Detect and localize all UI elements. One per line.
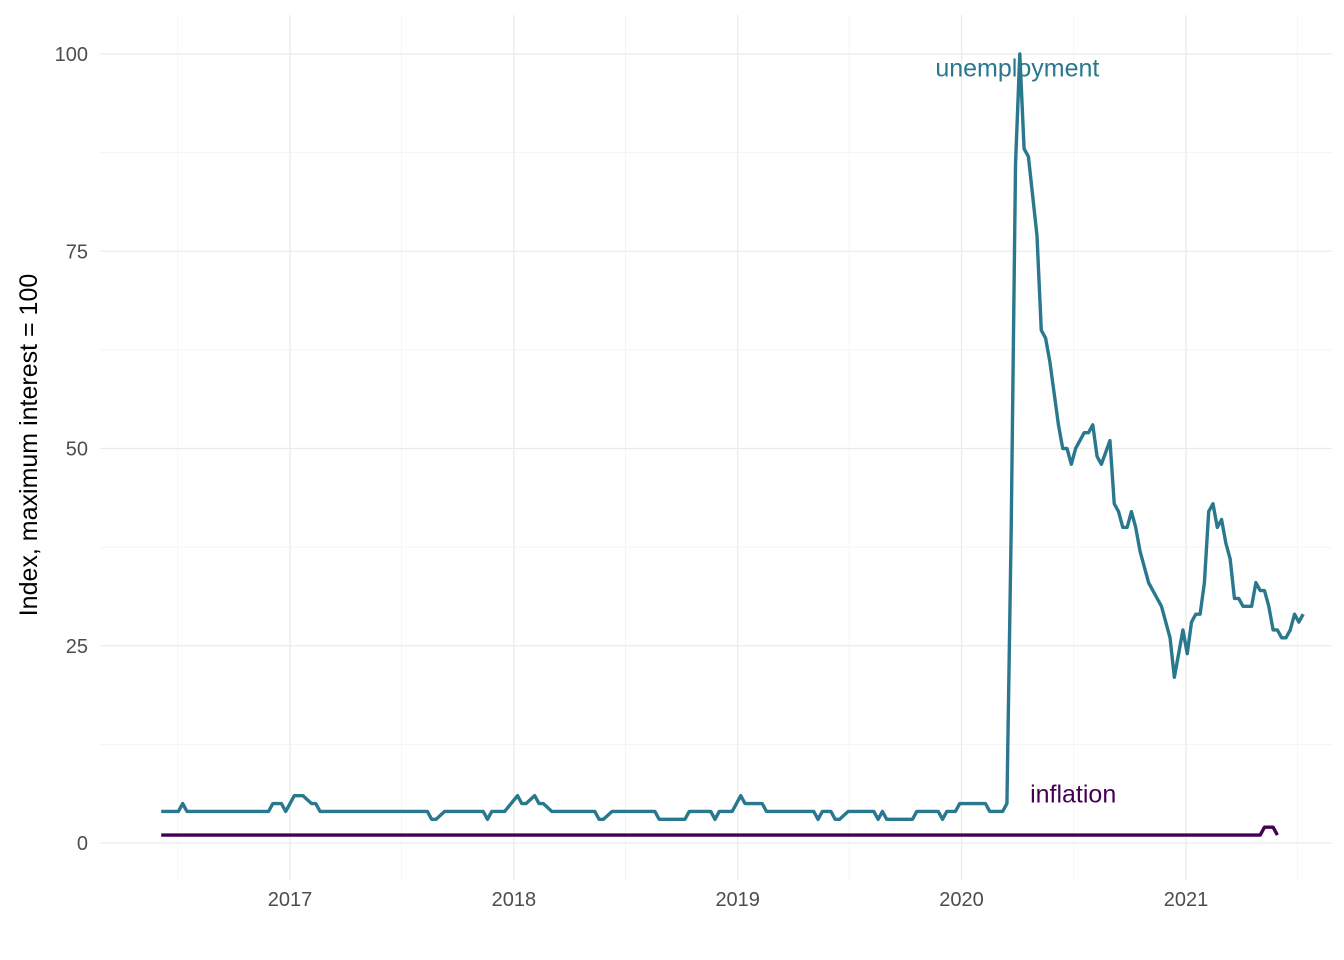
y-axis-label: Index, maximum interest = 100 [15, 274, 43, 617]
series-label-unemployment: unemployment [935, 55, 1099, 83]
y-tick-label: 50 [66, 439, 88, 461]
x-tick-label: 2020 [939, 889, 984, 911]
x-tick-label: 2018 [492, 889, 537, 911]
y-tick-label: 25 [66, 636, 88, 658]
x-tick-label: 2019 [715, 889, 760, 911]
y-tick-label: 100 [55, 44, 88, 66]
series-lines [161, 52, 1305, 837]
x-tick-label: 2017 [268, 889, 313, 911]
y-tick-label: 75 [66, 241, 88, 263]
x-tick-label: 2021 [1164, 889, 1209, 911]
y-tick-label: 0 [77, 833, 88, 855]
grid [100, 15, 1332, 880]
series-line-unemployment [161, 52, 1305, 822]
series-labels: unemployment inflation [935, 55, 1116, 809]
y-axis-ticks: 0 25 50 75 100 [55, 44, 88, 855]
series-label-inflation: inflation [1030, 780, 1116, 808]
series-line-inflation [161, 825, 1279, 837]
x-axis-ticks: 2017 2018 2019 2020 2021 [268, 889, 1209, 911]
